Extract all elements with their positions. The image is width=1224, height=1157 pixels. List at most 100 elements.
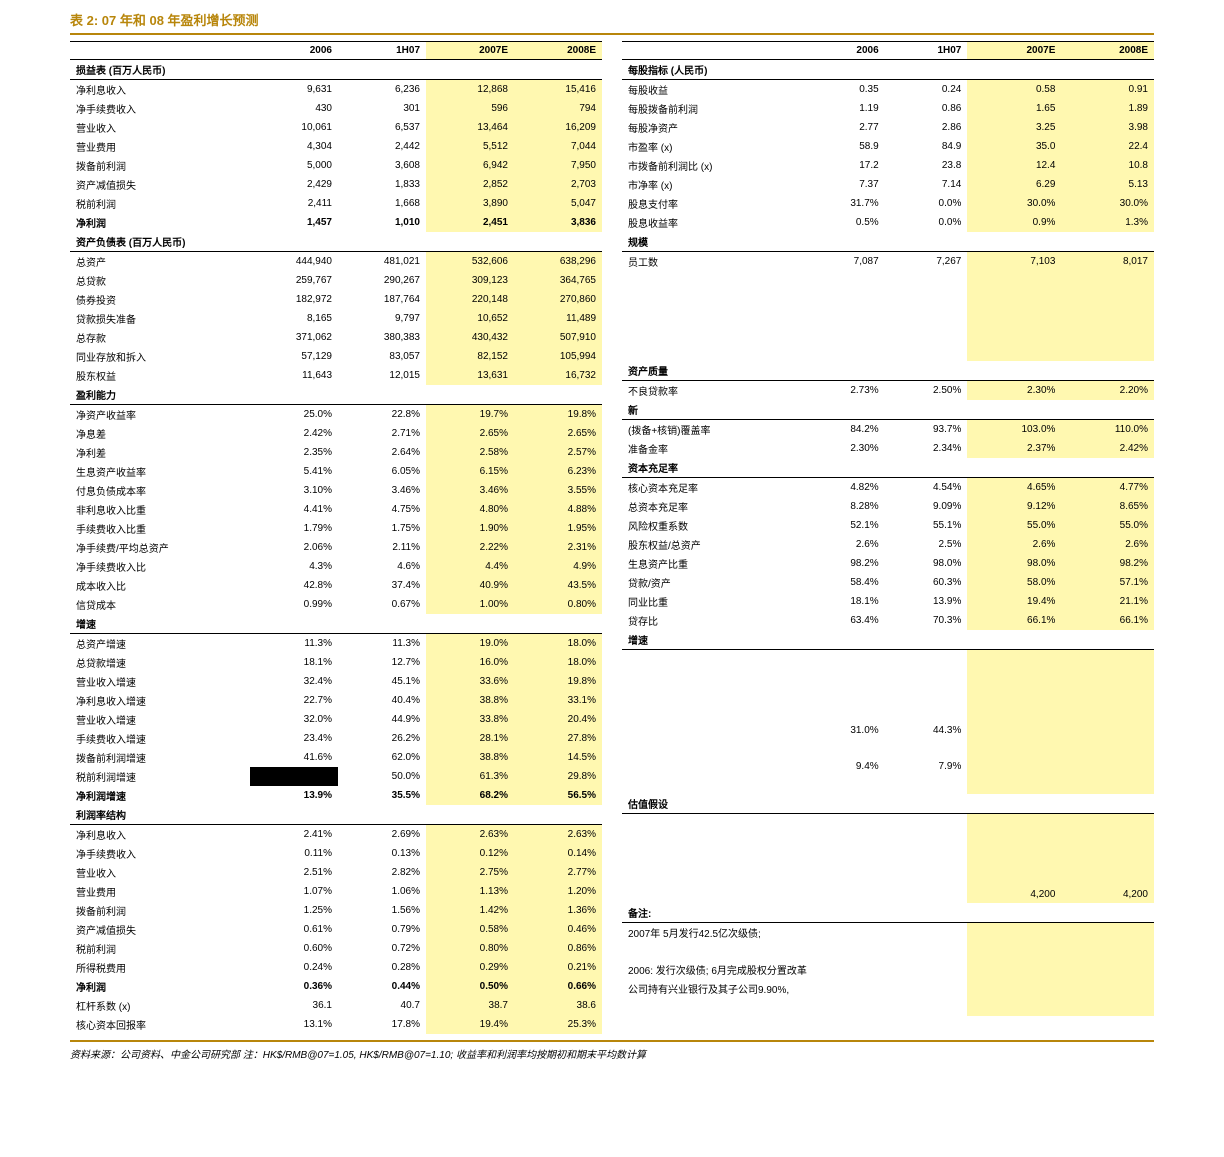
data-cell: 2.22% xyxy=(426,538,514,557)
section-header: 资本充足率 xyxy=(622,458,1154,478)
row-label: 每股拨备前利润 xyxy=(622,99,802,118)
data-cell: 0.99% xyxy=(250,595,338,614)
data-cell: 35.0 xyxy=(967,137,1061,156)
data-cell: 2.65% xyxy=(426,424,514,443)
row-label: 风险权重系数 xyxy=(622,516,802,535)
table-row: 同业比重18.1%13.9%19.4%21.1% xyxy=(622,592,1154,611)
section-header: 增速 xyxy=(70,614,602,634)
table-row: 市拨备前利润比 (x)17.223.812.410.8 xyxy=(622,156,1154,175)
data-cell: 52.1% xyxy=(802,516,885,535)
data-cell: 0.80% xyxy=(514,595,602,614)
section-header: 增速 xyxy=(622,630,1154,650)
data-cell xyxy=(1061,979,1154,998)
data-cell: 4.65% xyxy=(967,478,1061,498)
table-row xyxy=(622,289,1154,307)
table-row: 资产负债表 (百万人民币) xyxy=(70,232,602,252)
table-row: 净手续费收入430301596794 xyxy=(70,99,602,118)
col-header: 2006 xyxy=(802,42,885,60)
data-cell: 1.89 xyxy=(1061,99,1154,118)
data-cell xyxy=(250,767,338,786)
data-cell: 1.90% xyxy=(426,519,514,538)
row-label: 2007年 5月发行42.5亿次级债; xyxy=(622,923,967,943)
data-cell: 182,972 xyxy=(250,290,338,309)
table-row: 总资本充足率8.28%9.09%9.12%8.65% xyxy=(622,497,1154,516)
data-cell: 4.80% xyxy=(426,500,514,519)
table-row: 市盈率 (x)58.984.935.022.4 xyxy=(622,137,1154,156)
table-row xyxy=(622,776,1154,794)
data-cell: 18.0% xyxy=(514,634,602,654)
data-cell: 6.15% xyxy=(426,462,514,481)
data-cell: 1.42% xyxy=(426,901,514,920)
table-row: 利润率结构 xyxy=(70,805,602,825)
data-cell: 70.3% xyxy=(885,611,968,630)
row-label: 市盈率 (x) xyxy=(622,137,802,156)
data-cell: 7.37 xyxy=(802,175,885,194)
data-cell: 2.65% xyxy=(514,424,602,443)
table-row: 生息资产比重98.2%98.0%98.0%98.2% xyxy=(622,554,1154,573)
data-cell: 56.5% xyxy=(514,786,602,805)
data-cell: 12.7% xyxy=(338,653,426,672)
data-cell: 2.42% xyxy=(1061,439,1154,458)
data-cell: 41.6% xyxy=(250,748,338,767)
data-cell: 23.4% xyxy=(250,729,338,748)
data-cell: 2.77% xyxy=(514,863,602,882)
data-cell: 42.8% xyxy=(250,576,338,595)
data-cell: 0.11% xyxy=(250,844,338,863)
data-cell: 14.5% xyxy=(514,748,602,767)
data-cell: 2.63% xyxy=(514,825,602,845)
table-row: 资本充足率 xyxy=(622,458,1154,478)
data-cell: 2.34% xyxy=(885,439,968,458)
data-cell: 2,429 xyxy=(250,175,338,194)
data-cell: 33.8% xyxy=(426,710,514,729)
data-cell: 18.1% xyxy=(250,653,338,672)
row-label: 营业收入增速 xyxy=(70,672,250,691)
data-cell: 1.07% xyxy=(250,882,338,901)
table-row xyxy=(622,704,1154,722)
data-cell: 3.10% xyxy=(250,481,338,500)
table-row: 4,2004,200 xyxy=(622,885,1154,903)
data-cell: 1.25% xyxy=(250,901,338,920)
table-row: 损益表 (百万人民币) xyxy=(70,60,602,80)
data-cell: 290,267 xyxy=(338,271,426,290)
data-cell: 2.30% xyxy=(802,439,885,458)
data-cell: 19.7% xyxy=(426,405,514,425)
data-cell: 9.4% xyxy=(802,758,885,776)
data-cell: 12,015 xyxy=(338,366,426,385)
table-row: 营业收入10,0616,53713,46416,209 xyxy=(70,118,602,137)
row-label: 净息差 xyxy=(70,424,250,443)
data-cell: 38.6 xyxy=(514,996,602,1015)
data-cell: 12,868 xyxy=(426,80,514,100)
table-row xyxy=(622,307,1154,325)
data-cell: 63.4% xyxy=(802,611,885,630)
data-cell: 4.3% xyxy=(250,557,338,576)
data-cell: 4.75% xyxy=(338,500,426,519)
table-row: 净利润增速13.9%35.5%68.2%56.5% xyxy=(70,786,602,805)
data-cell: 11.3% xyxy=(338,634,426,654)
data-cell: 6,537 xyxy=(338,118,426,137)
data-cell: 22.8% xyxy=(338,405,426,425)
data-cell: 22.7% xyxy=(250,691,338,710)
data-cell: 7.9% xyxy=(885,758,968,776)
data-cell: 2.6% xyxy=(967,535,1061,554)
data-cell: 13,464 xyxy=(426,118,514,137)
data-cell: 45.1% xyxy=(338,672,426,691)
table-row: (拨备+核销)覆盖率84.2%93.7%103.0%110.0% xyxy=(622,420,1154,440)
row-label: 每股收益 xyxy=(622,80,802,100)
data-cell: 0.80% xyxy=(426,939,514,958)
data-cell: 0.86% xyxy=(514,939,602,958)
data-cell: 2.64% xyxy=(338,443,426,462)
table-row xyxy=(622,942,1154,960)
row-label: 债券投资 xyxy=(70,290,250,309)
data-cell: 8,017 xyxy=(1061,252,1154,272)
data-cell: 62.0% xyxy=(338,748,426,767)
data-cell: 0.58% xyxy=(426,920,514,939)
table-row: 营业费用1.07%1.06%1.13%1.20% xyxy=(70,882,602,901)
data-cell: 12.4 xyxy=(967,156,1061,175)
data-cell xyxy=(967,923,1061,943)
row-label: 股东权益/总资产 xyxy=(622,535,802,554)
data-cell: 40.4% xyxy=(338,691,426,710)
data-cell: 0.35 xyxy=(802,80,885,100)
data-cell: 2.35% xyxy=(250,443,338,462)
table-row xyxy=(622,740,1154,758)
data-cell: 2.58% xyxy=(426,443,514,462)
